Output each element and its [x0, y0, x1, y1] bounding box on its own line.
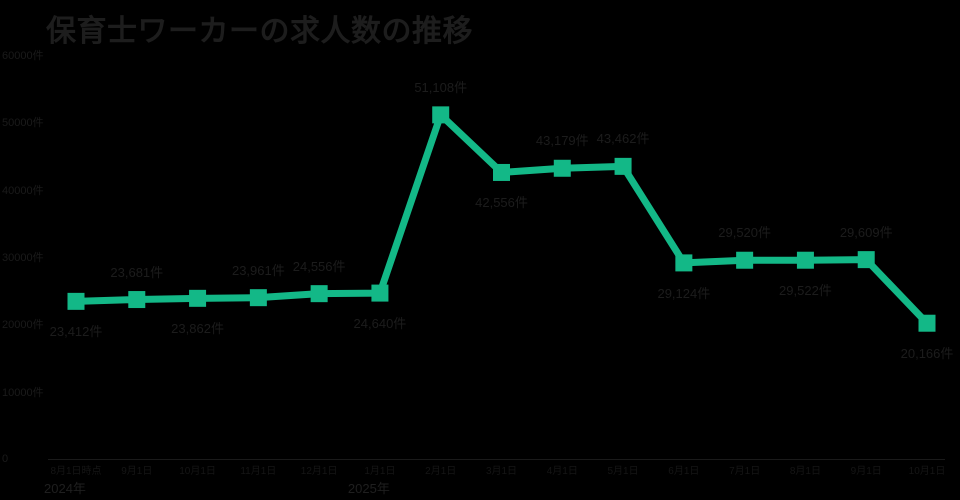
y-axis-tick-label: 20000件: [2, 319, 44, 332]
data-point-marker[interactable]: [553, 159, 571, 177]
data-point-marker[interactable]: [614, 157, 632, 175]
data-point-marker[interactable]: [736, 251, 754, 269]
y-axis-tick-label: 40000件: [2, 184, 44, 197]
x-axis-tick-label: 1月1日: [364, 466, 396, 477]
page-title: 保育士ワーカーの求人数の推移: [46, 15, 473, 48]
x-axis-tick-label: 12月1日: [300, 466, 338, 477]
data-point-label: 23,961件: [231, 262, 285, 278]
x-axis-tick-label: 2月1日: [425, 466, 457, 477]
data-point-marker[interactable]: [675, 254, 693, 272]
data-point-label: 20,166件: [900, 346, 954, 362]
data-point-marker[interactable]: [371, 284, 389, 302]
x-axis-tick-label: 6月1日: [668, 466, 700, 477]
data-point-marker[interactable]: [432, 106, 450, 124]
data-point-label: 29,522件: [779, 283, 832, 299]
x-axis-tick-label: 4月1日: [546, 466, 578, 477]
data-point-label: 23,681件: [110, 264, 164, 280]
x-axis-year-label: 2025年: [347, 481, 390, 496]
data-point-label: 23,412件: [49, 324, 103, 340]
x-axis-tick-label: 8月1日: [789, 466, 821, 477]
y-axis-tick-label: 60000件: [2, 50, 44, 62]
x-axis-line: [48, 459, 945, 460]
x-axis-tick-label: 5月1日: [607, 466, 639, 477]
y-axis-tick-label: 30000件: [2, 252, 44, 264]
data-point-marker[interactable]: [310, 285, 328, 303]
x-axis-tick-label: 11月1日: [240, 466, 277, 477]
data-point-marker[interactable]: [67, 292, 85, 310]
data-point-label: 29,520件: [718, 225, 772, 241]
y-axis-tick-label: 0: [2, 453, 9, 465]
data-point-marker[interactable]: [189, 289, 207, 307]
y-axis-tick-label: 50000件: [2, 117, 44, 130]
data-point-label: 51,108件: [414, 79, 468, 95]
data-point-label: 24,640件: [353, 316, 407, 332]
x-axis-tick-label: 3月1日: [485, 466, 518, 477]
x-axis-tick-label: 8月1日時点: [50, 466, 102, 477]
data-point-label: 29,124件: [657, 285, 711, 301]
y-axis-tick-label: 10000件: [2, 386, 44, 399]
data-point-label: 24,556件: [292, 258, 346, 274]
data-point-marker[interactable]: [857, 251, 875, 269]
x-axis-tick-label: 9月1日: [121, 466, 153, 477]
data-point-marker[interactable]: [918, 314, 936, 332]
x-axis-tick-label: 7月1日: [729, 466, 761, 477]
data-point-label: 43,179件: [535, 133, 589, 149]
data-point-label: 43,462件: [596, 131, 650, 147]
data-point-marker[interactable]: [796, 251, 814, 269]
data-point-label: 23,862件: [171, 321, 224, 337]
x-axis-tick-label: 10月1日: [908, 466, 946, 477]
data-point-label: 42,556件: [475, 195, 528, 211]
x-axis-year-label: 2024年: [44, 481, 86, 496]
data-point-marker[interactable]: [493, 163, 510, 181]
data-point-label: 29,609件: [839, 224, 893, 240]
x-axis-tick-label: 9月1日: [850, 466, 882, 477]
x-axis-tick-label: 10月1日: [179, 466, 216, 477]
data-point-marker[interactable]: [249, 289, 267, 307]
data-point-marker[interactable]: [128, 291, 146, 309]
